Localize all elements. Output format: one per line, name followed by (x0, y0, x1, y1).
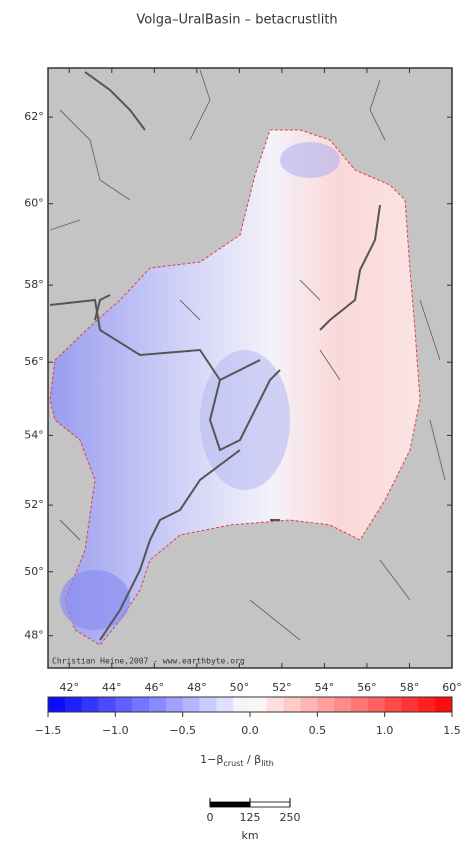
colorbar-tick-label: −0.5 (169, 724, 196, 737)
colorbar-tick-label: 0.0 (241, 724, 259, 737)
colorbar-label: 1−βcrust / βlith (200, 753, 274, 768)
colorbar-cell (98, 697, 116, 712)
anomaly (60, 570, 130, 630)
colorbar-cell (233, 697, 251, 712)
colorbar-cell (132, 697, 150, 712)
label-part: / β (243, 753, 261, 766)
river (49, 69, 446, 641)
colorbar-cell (48, 697, 66, 712)
lon-label: 54° (315, 681, 335, 694)
lon-label: 42° (60, 681, 80, 694)
lat-label: 58° (24, 278, 44, 291)
colorbar-cell (401, 697, 419, 712)
colorbar-cell (351, 697, 369, 712)
lon-label: 60° (442, 681, 462, 694)
colorbar-cell (115, 697, 133, 712)
colorbar-cell (81, 697, 99, 712)
colorbar-cell (64, 697, 83, 712)
scale-label: 0 (207, 811, 214, 824)
colorbar-cell (216, 697, 234, 712)
colorbar-tick-label: 1.0 (376, 724, 394, 737)
colorbar-tick-label: −1.0 (102, 724, 129, 737)
lon-label: 52° (272, 681, 292, 694)
lat-label: 60° (24, 197, 44, 210)
colorbar-tick-label: 0.5 (309, 724, 327, 737)
colorbar-cell (266, 697, 285, 712)
label-part: 1−β (200, 753, 223, 766)
colorbar-cell (367, 697, 386, 712)
colorbar-cell (384, 697, 402, 712)
lon-label: 56° (357, 681, 377, 694)
colorbar-cell (418, 697, 436, 712)
map-axes: 42° 44° 46° 48° 50° 52° 54° 56° 58° 60° 48° 50° 52° 5… (24, 68, 462, 694)
map-area: Christian Heine,2007 - www.earthbyte.org (48, 68, 452, 668)
colorbar-cell (283, 697, 301, 712)
colorbar-cell (334, 697, 352, 712)
label-sub: lith (261, 759, 274, 768)
anomaly (280, 142, 340, 178)
map-frame (47, 67, 453, 669)
colorbar-cell (199, 697, 217, 712)
scale-segment (209, 801, 251, 808)
lat-label: 52° (24, 498, 44, 511)
lon-label: 48° (187, 681, 207, 694)
scale-bar: 0 125 250 (207, 798, 301, 824)
lon-label: 46° (145, 681, 165, 694)
label-sub: crust (223, 759, 243, 768)
lat-label: 48° (24, 629, 44, 642)
credit: Christian Heine,2007 - www.earthbyte.org (52, 657, 245, 666)
colorbar: −1.5 −1.0 −0.5 0.0 0.5 1.0 1.5 (35, 696, 461, 737)
colorbar-tick-label: −1.5 (35, 724, 62, 737)
colorbar-cell (435, 697, 453, 712)
colorbar-cell (165, 697, 184, 712)
colorbar-cell (300, 697, 318, 712)
scale-unit: km (241, 829, 258, 841)
scale-label: 125 (240, 811, 261, 824)
colorbar-cell (250, 697, 268, 712)
lat-label: 62° (24, 110, 44, 123)
lon-label: 50° (230, 681, 250, 694)
colorbar-cell (182, 697, 200, 712)
scale-segment (249, 801, 291, 808)
colorbar-tick-label: 1.5 (443, 724, 461, 737)
scale-label: 250 (280, 811, 301, 824)
lat-label: 56° (24, 355, 44, 368)
volga-river (49, 71, 381, 641)
colorbar-cell (317, 697, 335, 712)
lat-label: 54° (24, 428, 44, 441)
lat-label: 50° (24, 565, 44, 578)
colorbar-cell (149, 697, 167, 712)
lon-label: 44° (102, 681, 122, 694)
lon-label: 58° (400, 681, 420, 694)
map-title: Volga–UralBasin – betacrustlith (136, 13, 337, 28)
